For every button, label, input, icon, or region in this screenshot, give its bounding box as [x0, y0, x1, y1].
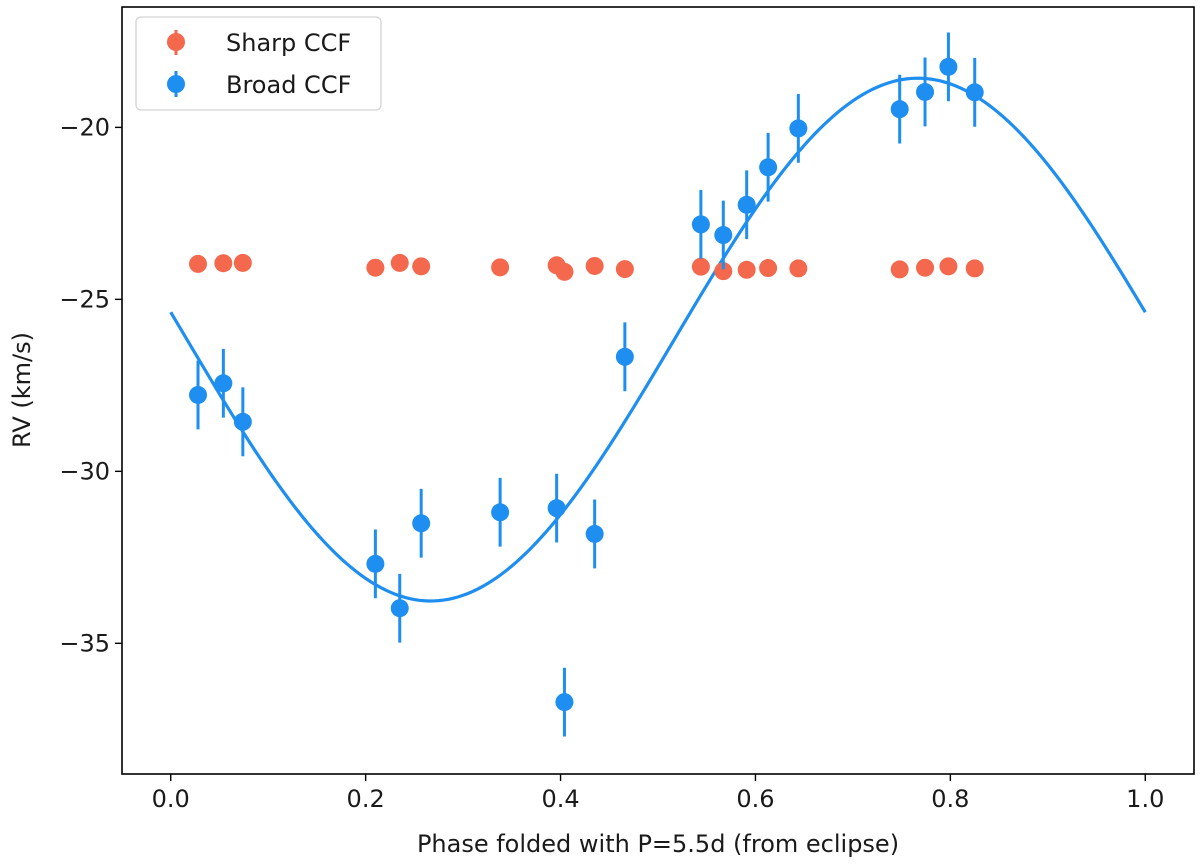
- broad-ccf-point: [233, 412, 252, 431]
- legend-sharp-marker: [167, 33, 185, 51]
- fit-curve: [169, 76, 1147, 603]
- sharp-ccf-point: [939, 257, 958, 276]
- legend-sharp-label: Sharp CCF: [226, 29, 351, 57]
- sharp-ccf-point: [737, 260, 756, 279]
- legend: Sharp CCF Broad CCF: [135, 16, 382, 111]
- x-axis-ticks: 0.0 0.2 0.4 0.6 0.8 1.0: [152, 774, 1164, 813]
- sharp-ccf-point: [714, 262, 733, 281]
- sharp-ccf-point: [233, 253, 252, 272]
- broad-ccf-point: [691, 215, 710, 234]
- sharp-ccf-point: [491, 258, 510, 277]
- broad-ccf-point: [939, 57, 958, 76]
- x-tick-label: 0.8: [931, 785, 969, 813]
- broad-ccf-point: [789, 119, 808, 138]
- sharp-ccf-point: [214, 254, 233, 273]
- sharp-ccf-point: [412, 257, 431, 276]
- y-tick-label: −25: [59, 285, 110, 313]
- y-axis-label: RV (km/s): [8, 332, 36, 448]
- sharp-ccf-point: [759, 259, 778, 278]
- broad-ccf-point: [890, 100, 909, 119]
- sharp-ccf-point: [366, 258, 385, 277]
- x-tick-label: 0.2: [347, 785, 385, 813]
- broad-ccf-point: [189, 385, 208, 404]
- broad-ccf-point: [585, 524, 604, 543]
- sharp-ccf-point: [890, 260, 909, 279]
- broad-ccf-point: [615, 347, 634, 366]
- x-tick-label: 0.4: [541, 785, 579, 813]
- broad-ccf-point: [390, 599, 409, 618]
- legend-broad-label: Broad CCF: [226, 71, 351, 99]
- sharp-ccf-point: [189, 254, 208, 273]
- sharp-ccf-point: [965, 259, 984, 278]
- sharp-ccf-point: [390, 253, 409, 272]
- broad-ccf-point: [737, 195, 756, 214]
- sharp-ccf-point: [585, 256, 604, 275]
- y-tick-label: −35: [59, 629, 110, 657]
- sharp-ccf-point: [691, 257, 710, 276]
- sharp-ccf-point: [555, 262, 574, 281]
- broad-ccf-point: [214, 374, 233, 393]
- y-tick-label: −30: [59, 457, 110, 485]
- broad-ccf-point: [366, 554, 385, 573]
- broad-ccf-point: [965, 83, 984, 102]
- sharp-ccf-point: [615, 260, 634, 279]
- plot-frame: [121, 6, 1195, 775]
- broad-ccf-point: [412, 514, 431, 533]
- broad-ccf-point: [555, 693, 574, 712]
- x-tick-label: 0.6: [736, 785, 774, 813]
- broad-ccf-point: [547, 499, 566, 518]
- legend-broad-marker: [167, 75, 185, 93]
- x-tick-label: 0.0: [152, 785, 190, 813]
- y-tick-label: −20: [59, 113, 110, 141]
- y-axis-ticks: −35 −30 −25 −20: [59, 113, 122, 657]
- broad-ccf-point: [759, 158, 778, 177]
- x-tick-label: 1.0: [1126, 785, 1164, 813]
- legend-box: [135, 16, 382, 111]
- sharp-ccf-point: [789, 259, 808, 278]
- sharp-ccf-point: [916, 258, 935, 277]
- plot-marks: [169, 32, 1147, 737]
- broad-ccf-point: [714, 226, 733, 245]
- x-axis-label: Phase folded with P=5.5d (from eclipse): [417, 830, 899, 858]
- broad-ccf-point: [491, 503, 510, 522]
- broad-ccf-point: [916, 82, 935, 101]
